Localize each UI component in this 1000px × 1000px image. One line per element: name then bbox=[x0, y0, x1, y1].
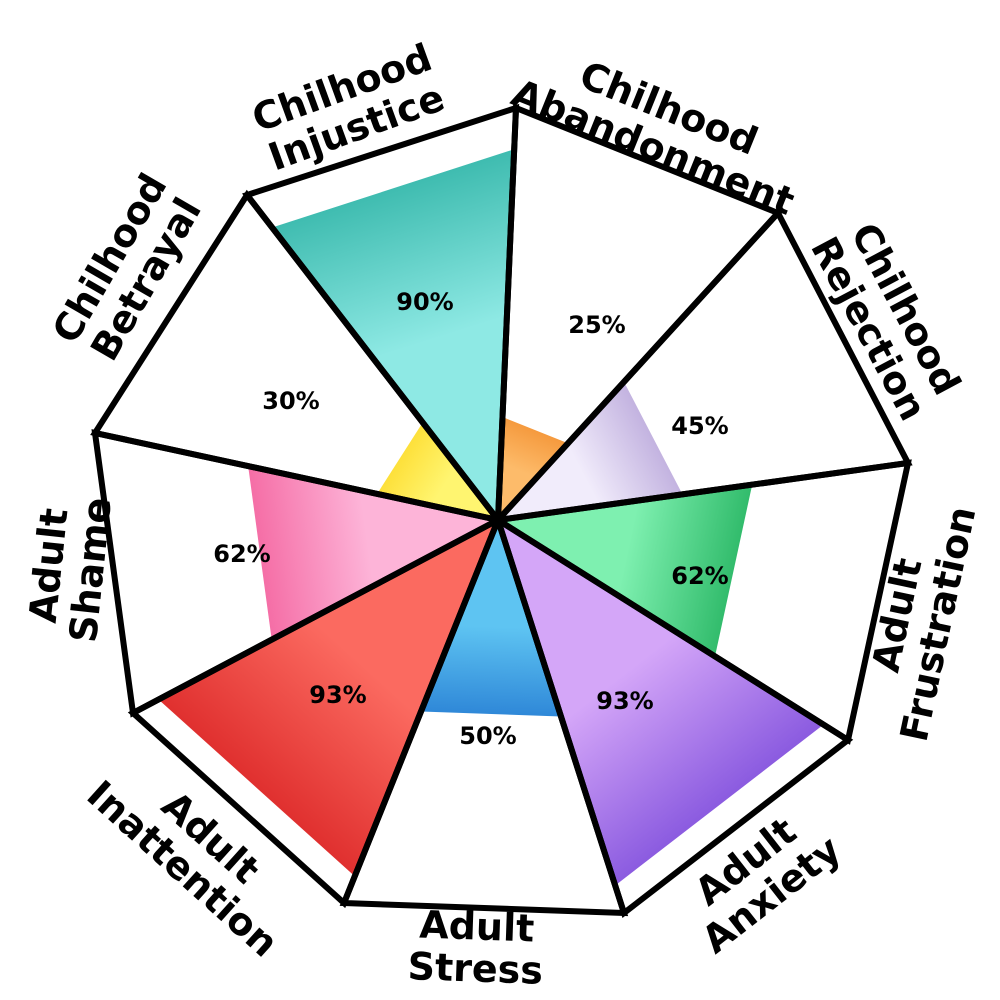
value-label-adult-anxiety: 93% bbox=[596, 687, 653, 715]
value-labels: 90% 25% 45% 62% 93% 50% 93% 62% 30% bbox=[213, 288, 728, 750]
wedge-fill-chilhood-rejection bbox=[498, 381, 683, 520]
value-label-chilhood-abandonment: 25% bbox=[568, 311, 625, 339]
value-label-adult-inattention: 93% bbox=[309, 681, 366, 709]
value-label-chilhood-injustice: 90% bbox=[396, 288, 453, 316]
wedge-fill-chilhood-betrayal bbox=[377, 422, 498, 520]
wedge-fill-chilhood-injustice bbox=[272, 149, 515, 520]
value-label-adult-frustration: 62% bbox=[671, 562, 728, 590]
svg-text:Stress: Stress bbox=[407, 944, 544, 993]
wedge-fill-adult-inattention bbox=[158, 520, 499, 877]
wedge-fill-adult-frustration bbox=[498, 484, 753, 657]
wedge-outlines bbox=[90, 103, 913, 918]
value-label-adult-shame: 62% bbox=[213, 540, 270, 568]
wedge-outline bbox=[90, 189, 506, 525]
wedge-fill-adult-anxiety bbox=[498, 520, 824, 886]
value-label-chilhood-betrayal: 30% bbox=[262, 387, 319, 415]
svg-text:Adult: Adult bbox=[419, 903, 535, 951]
value-label-chilhood-rejection: 45% bbox=[671, 412, 728, 440]
wedge-fill-adult-stress bbox=[421, 520, 561, 717]
value-label-adult-stress: 50% bbox=[459, 722, 516, 750]
wedge-fill-chilhood-abandonment bbox=[498, 417, 568, 520]
